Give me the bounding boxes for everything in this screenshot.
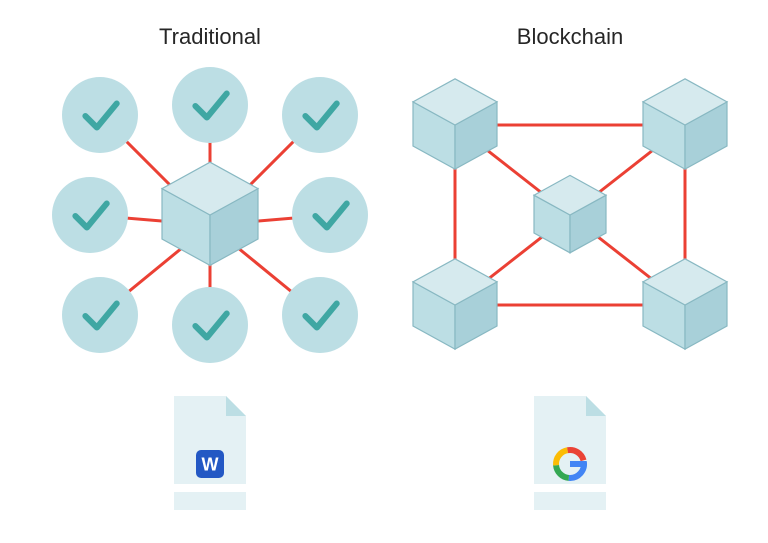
check-node — [172, 287, 248, 363]
check-node — [172, 67, 248, 143]
traditional-network — [52, 67, 368, 363]
cube — [643, 79, 727, 169]
document-shadow-bar — [534, 492, 606, 510]
check-node — [282, 77, 358, 153]
check-node — [282, 277, 358, 353]
check-node — [62, 77, 138, 153]
document-icon — [534, 396, 606, 510]
cube — [534, 175, 606, 252]
cube — [413, 79, 497, 169]
document-shadow-bar — [174, 492, 246, 510]
check-node — [292, 177, 368, 253]
cube — [162, 162, 258, 265]
document-icon: W — [174, 396, 246, 510]
cube — [413, 259, 497, 349]
diagram-canvas: Traditional Blockchain W — [0, 0, 768, 543]
diagram-svg: W — [0, 0, 768, 543]
check-node — [62, 277, 138, 353]
blockchain-network — [413, 79, 727, 349]
svg-text:W: W — [202, 455, 219, 475]
cube — [643, 259, 727, 349]
check-node — [52, 177, 128, 253]
